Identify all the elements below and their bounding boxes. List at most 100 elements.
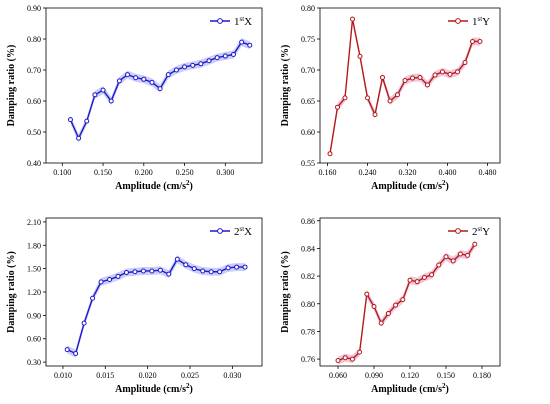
plot-frame (319, 7, 501, 164)
x-tick-label: 0.480 (479, 168, 497, 177)
y-tick-label: 0.70 (301, 66, 315, 75)
data-point (242, 264, 248, 270)
data-point (140, 268, 146, 274)
data-point (81, 320, 87, 326)
data-point (372, 112, 378, 118)
data-point (173, 67, 179, 73)
data-point (149, 268, 155, 274)
series-line (329, 19, 480, 154)
data-point (174, 256, 180, 262)
x-axis-label: Amplitude (cm/s2) (115, 382, 193, 395)
data-point (380, 74, 385, 80)
data-point (165, 72, 171, 78)
data-point (425, 82, 430, 88)
y-tick-label: 0.82 (301, 272, 315, 281)
data-point (182, 64, 188, 70)
data-point (107, 277, 113, 283)
y-tick-label: 0.75 (301, 35, 315, 44)
data-point (414, 279, 420, 285)
y-tick-label: 0.80 (301, 300, 315, 309)
y-tick-label: 2.10 (27, 218, 41, 227)
legend-marker (455, 228, 461, 234)
data-point (76, 135, 82, 141)
legend-marker (217, 18, 223, 24)
legend-marker (217, 228, 223, 234)
y-tick-label: 0.60 (27, 335, 41, 344)
x-tick-label: 0.100 (53, 168, 71, 177)
y-tick-label: 0.65 (301, 97, 315, 106)
chart-panel-1: 0.100 0.150 0.200 0.250 0.300 0.40 0.50 0.60 0.7… (6, 4, 263, 192)
data-point (349, 356, 355, 362)
y-tick-label: 0.80 (27, 35, 41, 44)
data-point (385, 310, 391, 316)
data-point (190, 62, 196, 68)
data-point (132, 269, 138, 275)
data-point (327, 151, 333, 157)
data-point (371, 304, 377, 310)
data-point (100, 87, 106, 93)
legend-label: 1stX (234, 15, 252, 28)
data-point (67, 117, 73, 123)
data-point (429, 272, 435, 278)
data-point (457, 251, 463, 257)
chart-panel-2: 0.160 0.240 0.320 0.400 0.480 0.55 0.60 0.65 0.7… (280, 4, 501, 192)
y-tick-label: 0.80 (301, 4, 315, 13)
data-point (214, 55, 220, 61)
data-point (432, 72, 438, 78)
x-tick-label: 0.150 (437, 371, 455, 380)
x-tick-label: 0.020 (139, 371, 157, 380)
chart-panel-4: 0.060 0.090 0.120 0.150 0.180 0.76 0.78 0.80 0.8… (280, 217, 501, 395)
data-point (90, 295, 96, 301)
x-axis-label: Amplitude (cm/s2) (371, 179, 449, 192)
data-point (421, 274, 427, 280)
y-tick-label: 1.50 (27, 265, 41, 274)
legend-label: 1stY (472, 15, 490, 28)
y-tick-label: 0.55 (301, 159, 315, 168)
y-tick-label: 0.90 (27, 4, 41, 13)
y-tick-label: 0.86 (301, 217, 315, 226)
data-point (350, 16, 355, 22)
data-point (365, 95, 370, 101)
data-point (183, 262, 189, 268)
data-point (440, 69, 445, 75)
data-point (149, 79, 155, 85)
data-point (157, 86, 163, 92)
data-point (230, 52, 236, 57)
data-point (64, 347, 70, 353)
data-point (455, 69, 460, 75)
y-tick-label: 0.90 (27, 311, 41, 320)
data-point (436, 262, 442, 268)
x-tick-label: 0.180 (473, 371, 491, 380)
x-tick-label: 0.090 (365, 371, 383, 380)
data-point (198, 61, 204, 67)
data-point (133, 75, 139, 81)
x-tick-label: 0.400 (439, 168, 457, 177)
data-point (407, 277, 413, 283)
y-tick-label: 0.84 (301, 244, 315, 253)
data-point (239, 39, 245, 45)
legend-label: 2stX (234, 225, 252, 238)
data-point (123, 270, 129, 276)
x-tick-label: 0.160 (319, 168, 337, 177)
legend-label: 2stY (472, 225, 490, 238)
data-point (108, 98, 114, 104)
data-point (115, 273, 121, 279)
x-tick-label: 0.200 (135, 168, 153, 177)
x-tick-label: 0.240 (359, 168, 377, 177)
data-point (378, 320, 384, 326)
data-point (98, 279, 104, 285)
chart-panel-3: 0.010 0.015 0.020 0.025 0.030 0.30 0.60 0.90 1.2… (6, 217, 263, 395)
data-point (447, 71, 453, 77)
data-point (92, 92, 98, 98)
data-point (225, 265, 231, 271)
y-tick-label: 0.30 (27, 358, 41, 367)
x-tick-label: 0.150 (94, 168, 112, 177)
data-point (335, 104, 340, 110)
y-tick-label: 0.60 (27, 97, 41, 106)
data-point (357, 349, 363, 355)
y-axis-label: Damping ratio (%) (6, 251, 17, 333)
x-axis-label: Amplitude (cm/s2) (115, 179, 193, 192)
data-point (443, 254, 449, 260)
data-point (364, 291, 370, 297)
data-point (234, 264, 240, 270)
